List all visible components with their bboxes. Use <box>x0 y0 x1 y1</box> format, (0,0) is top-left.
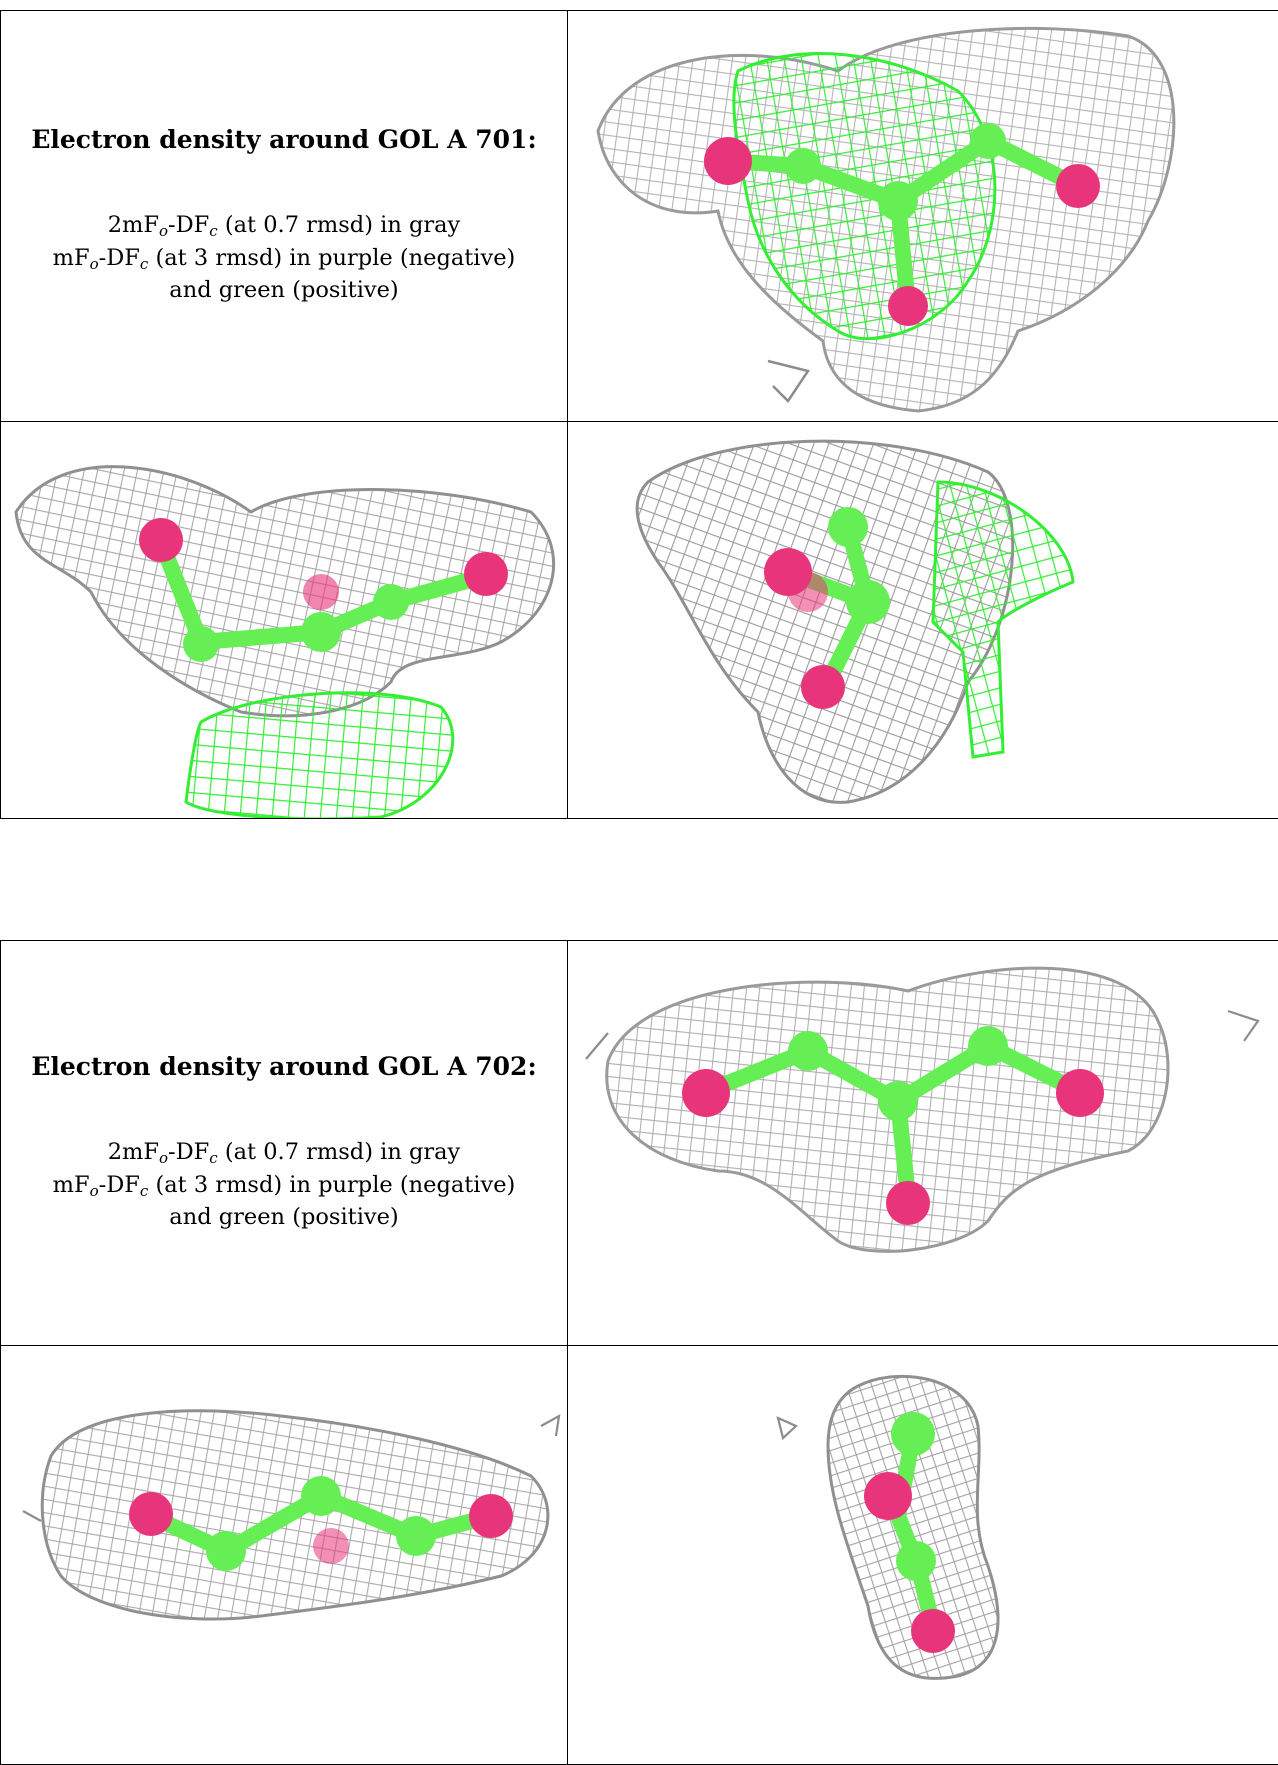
caption-line: mFo-DFc (at 3 rmsd) in purple (negative) <box>1 1169 567 1202</box>
map-legend-caption: 2mFo-DFc (at 0.7 rmsd) in gray mFo-DFc (… <box>1 1136 567 1234</box>
caption-line: and green (positive) <box>1 1201 567 1234</box>
density-view-top <box>568 941 1278 1346</box>
electron-density-mesh-icon <box>1 1346 567 1764</box>
electron-density-mesh-icon <box>568 422 1278 818</box>
gol-a-702-panel: Electron density around GOL A 702: 2mFo-… <box>0 940 1278 1765</box>
density-view-side-b <box>568 422 1278 819</box>
electron-density-mesh-icon <box>568 1346 1278 1764</box>
density-view-side-a <box>1 422 568 819</box>
panel-heading: Electron density around GOL A 702: <box>1 1052 567 1081</box>
panel-heading: Electron density around GOL A 701: <box>1 125 567 154</box>
density-view-top <box>568 11 1278 422</box>
electron-density-mesh-icon <box>568 11 1278 421</box>
density-view-side-a <box>1 1346 568 1765</box>
caption-line: mFo-DFc (at 3 rmsd) in purple (negative) <box>1 242 567 275</box>
map-legend-caption: 2mFo-DFc (at 0.7 rmsd) in gray mFo-DFc (… <box>1 209 567 307</box>
description-cell: Electron density around GOL A 701: 2mFo-… <box>1 11 568 422</box>
caption-line: 2mFo-DFc (at 0.7 rmsd) in gray <box>1 209 567 242</box>
electron-density-mesh-icon <box>568 941 1278 1345</box>
caption-line: and green (positive) <box>1 274 567 307</box>
gol-a-701-panel: Electron density around GOL A 701: 2mFo-… <box>0 10 1278 819</box>
description-cell: Electron density around GOL A 702: 2mFo-… <box>1 941 568 1346</box>
caption-line: 2mFo-DFc (at 0.7 rmsd) in gray <box>1 1136 567 1169</box>
electron-density-mesh-icon <box>1 422 567 818</box>
density-view-side-b <box>568 1346 1278 1765</box>
